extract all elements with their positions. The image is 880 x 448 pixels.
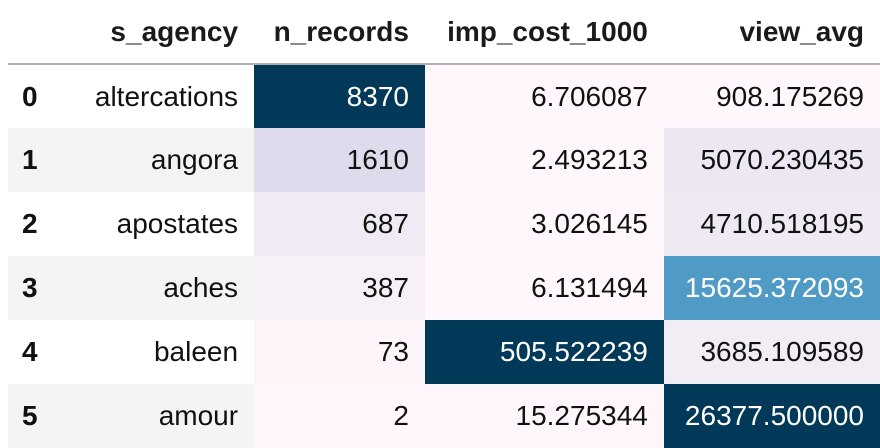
cell-n-records: 687 <box>254 192 425 256</box>
table-row: 4 baleen 73 505.522239 3685.109589 <box>8 320 880 384</box>
cell-imp-cost-1000: 3.026145 <box>424 192 664 256</box>
cell-imp-cost-1000: 505.522239 <box>424 320 664 384</box>
row-index: 1 <box>8 128 54 192</box>
cell-s-agency: altercations <box>53 64 255 128</box>
table-row: 5 amour 2 15.275344 26377.500000 <box>8 384 880 448</box>
cell-imp-cost-1000: 6.706087 <box>424 64 664 128</box>
cell-view-avg: 26377.500000 <box>663 384 880 448</box>
cell-view-avg: 908.175269 <box>663 64 880 128</box>
cell-n-records: 73 <box>254 320 425 384</box>
column-header-imp-cost-1000: imp_cost_1000 <box>424 0 664 65</box>
cell-view-avg: 3685.109589 <box>663 320 880 384</box>
row-index: 4 <box>8 320 54 384</box>
cell-view-avg: 4710.518195 <box>663 192 880 256</box>
cell-s-agency: angora <box>53 128 255 192</box>
table-row: 2 apostates 687 3.026145 4710.518195 <box>8 192 880 256</box>
cell-s-agency: apostates <box>53 192 255 256</box>
cell-view-avg: 15625.372093 <box>663 256 880 320</box>
cell-imp-cost-1000: 15.275344 <box>424 384 664 448</box>
cell-s-agency: amour <box>53 384 255 448</box>
column-header-s-agency: s_agency <box>53 0 255 65</box>
cell-n-records: 1610 <box>254 128 425 192</box>
table-row: 3 aches 387 6.131494 15625.372093 <box>8 256 880 320</box>
cell-n-records: 387 <box>254 256 425 320</box>
column-header-view-avg: view_avg <box>663 0 880 65</box>
cell-imp-cost-1000: 6.131494 <box>424 256 664 320</box>
table-row: 1 angora 1610 2.493213 5070.230435 <box>8 128 880 192</box>
cell-s-agency: baleen <box>53 320 255 384</box>
cell-view-avg: 5070.230435 <box>663 128 880 192</box>
cell-s-agency: aches <box>53 256 255 320</box>
table-row: 0 altercations 8370 6.706087 908.175269 <box>8 64 880 128</box>
styled-dataframe-table: s_agency n_records imp_cost_1000 view_av… <box>8 0 880 448</box>
cell-imp-cost-1000: 2.493213 <box>424 128 664 192</box>
cell-n-records: 2 <box>254 384 425 448</box>
row-index: 0 <box>8 64 54 128</box>
cell-n-records: 8370 <box>254 64 425 128</box>
header-row: s_agency n_records imp_cost_1000 view_av… <box>8 0 880 65</box>
column-header-n-records: n_records <box>254 0 425 65</box>
row-index: 3 <box>8 256 54 320</box>
row-index: 2 <box>8 192 54 256</box>
index-header <box>8 0 54 65</box>
row-index: 5 <box>8 384 54 448</box>
